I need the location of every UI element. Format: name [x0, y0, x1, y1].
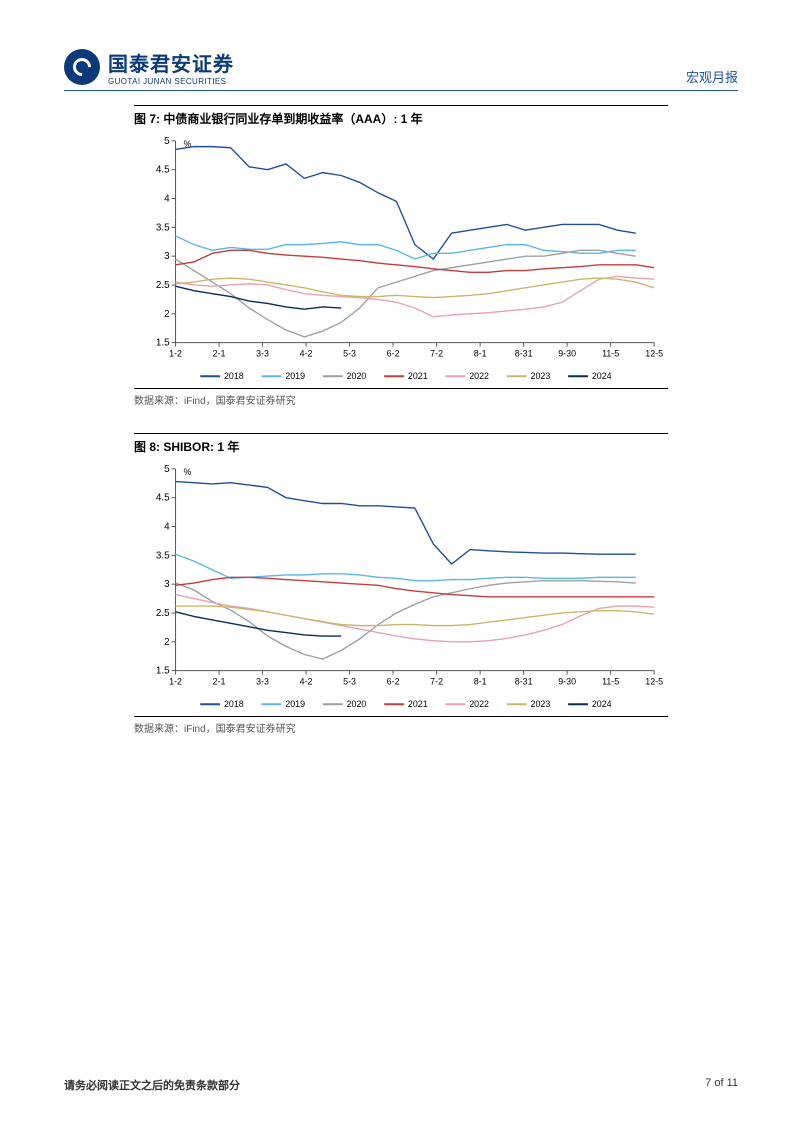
svg-text:5-3: 5-3: [343, 677, 356, 687]
svg-text:3: 3: [164, 251, 170, 262]
chart-7-svg: 1.522.533.544.55%1-22-13-34-25-36-27-28-…: [134, 131, 668, 388]
svg-text:2023: 2023: [531, 371, 551, 381]
logo-mark-icon: [64, 49, 100, 85]
company-logo: 国泰君安证券 GUOTAI JUNAN SECURITIES: [64, 48, 234, 86]
svg-text:2022: 2022: [469, 699, 489, 709]
svg-text:2018: 2018: [224, 699, 244, 709]
svg-text:1-2: 1-2: [169, 348, 182, 358]
svg-text:5-3: 5-3: [343, 348, 356, 358]
svg-text:2: 2: [164, 637, 170, 648]
svg-text:1-2: 1-2: [169, 677, 182, 687]
svg-text:2024: 2024: [592, 699, 612, 709]
svg-text:1.5: 1.5: [156, 338, 170, 349]
svg-text:2: 2: [164, 309, 170, 320]
svg-text:5: 5: [164, 464, 170, 475]
page-number: 7 of 11: [705, 1077, 738, 1093]
svg-text:4: 4: [164, 522, 170, 533]
chart-8-block: 图 8: SHIBOR: 1 年 1.5 2 2.5 3 3.5 4 4.5 5% 1-2 2-1…: [134, 433, 668, 749]
svg-text:2020: 2020: [347, 371, 367, 381]
document-type-label: 宏观月报: [686, 67, 738, 86]
svg-text:2021: 2021: [408, 371, 428, 381]
svg-text:8-31: 8-31: [515, 677, 533, 687]
svg-text:8-1: 8-1: [474, 348, 487, 358]
svg-text:2021: 2021: [408, 699, 428, 709]
svg-text:8-31: 8-31: [515, 348, 533, 358]
svg-text:2-1: 2-1: [213, 677, 226, 687]
chart-8-title: 图 8: SHIBOR: 1 年: [134, 433, 668, 455]
svg-text:6-2: 6-2: [387, 348, 400, 358]
svg-text:9-30: 9-30: [558, 677, 576, 687]
svg-text:12-5: 12-5: [645, 348, 663, 358]
chart-7-block: 图 7: 中债商业银行同业存单到期收益率（AAA）: 1 年 1.5 2 2.5 3 3…: [134, 105, 668, 421]
page-header: 国泰君安证券 GUOTAI JUNAN SECURITIES 宏观月报: [64, 48, 738, 91]
svg-text:4: 4: [164, 193, 170, 204]
svg-text:3.5: 3.5: [156, 222, 170, 233]
svg-text:4-2: 4-2: [300, 348, 313, 358]
company-name: 国泰君安证券: [108, 48, 234, 77]
svg-text:2-1: 2-1: [213, 348, 226, 358]
svg-text:6-2: 6-2: [387, 677, 400, 687]
svg-text:2.5: 2.5: [156, 280, 170, 291]
chart-7-title: 图 7: 中债商业银行同业存单到期收益率（AAA）: 1 年: [134, 105, 668, 127]
svg-text:4-2: 4-2: [300, 677, 313, 687]
svg-text:2.5: 2.5: [156, 608, 170, 619]
svg-text:9-30: 9-30: [558, 348, 576, 358]
page-footer: 请务必阅读正文之后的免责条款部分 7 of 11: [64, 1068, 738, 1093]
svg-text:3-3: 3-3: [256, 677, 269, 687]
svg-text:1.5: 1.5: [156, 666, 170, 677]
svg-text:7-2: 7-2: [430, 677, 443, 687]
svg-text:7-2: 7-2: [430, 348, 443, 358]
svg-text:2024: 2024: [592, 371, 612, 381]
svg-text:4.5: 4.5: [156, 493, 170, 504]
svg-text:5: 5: [164, 136, 170, 147]
svg-text:8-1: 8-1: [474, 677, 487, 687]
chart-8-source: 数据来源：iFind，国泰君安证券研究: [134, 716, 668, 735]
svg-text:11-5: 11-5: [602, 348, 619, 358]
chart-7-source: 数据来源：iFind，国泰君安证券研究: [134, 388, 668, 407]
svg-text:3.5: 3.5: [156, 550, 170, 561]
svg-text:2019: 2019: [285, 371, 305, 381]
svg-text:2019: 2019: [285, 699, 305, 709]
chart-8-svg: 1.5 2 2.5 3 3.5 4 4.5 5% 1-2 2-1 3-3 4-2 5-3 6-2 7-2 8-…: [134, 459, 668, 716]
footer-disclaimer: 请务必阅读正文之后的免责条款部分: [64, 1077, 240, 1093]
svg-text:%: %: [183, 467, 191, 477]
svg-text:11-5: 11-5: [602, 677, 619, 687]
svg-text:4.5: 4.5: [156, 165, 170, 176]
svg-text:2022: 2022: [469, 371, 489, 381]
svg-text:3-3: 3-3: [256, 348, 269, 358]
svg-text:2023: 2023: [531, 699, 551, 709]
svg-text:2018: 2018: [224, 371, 244, 381]
svg-text:12-5: 12-5: [645, 677, 663, 687]
svg-text:3: 3: [164, 579, 170, 590]
company-name-en: GUOTAI JUNAN SECURITIES: [108, 77, 234, 86]
svg-text:2020: 2020: [347, 699, 367, 709]
